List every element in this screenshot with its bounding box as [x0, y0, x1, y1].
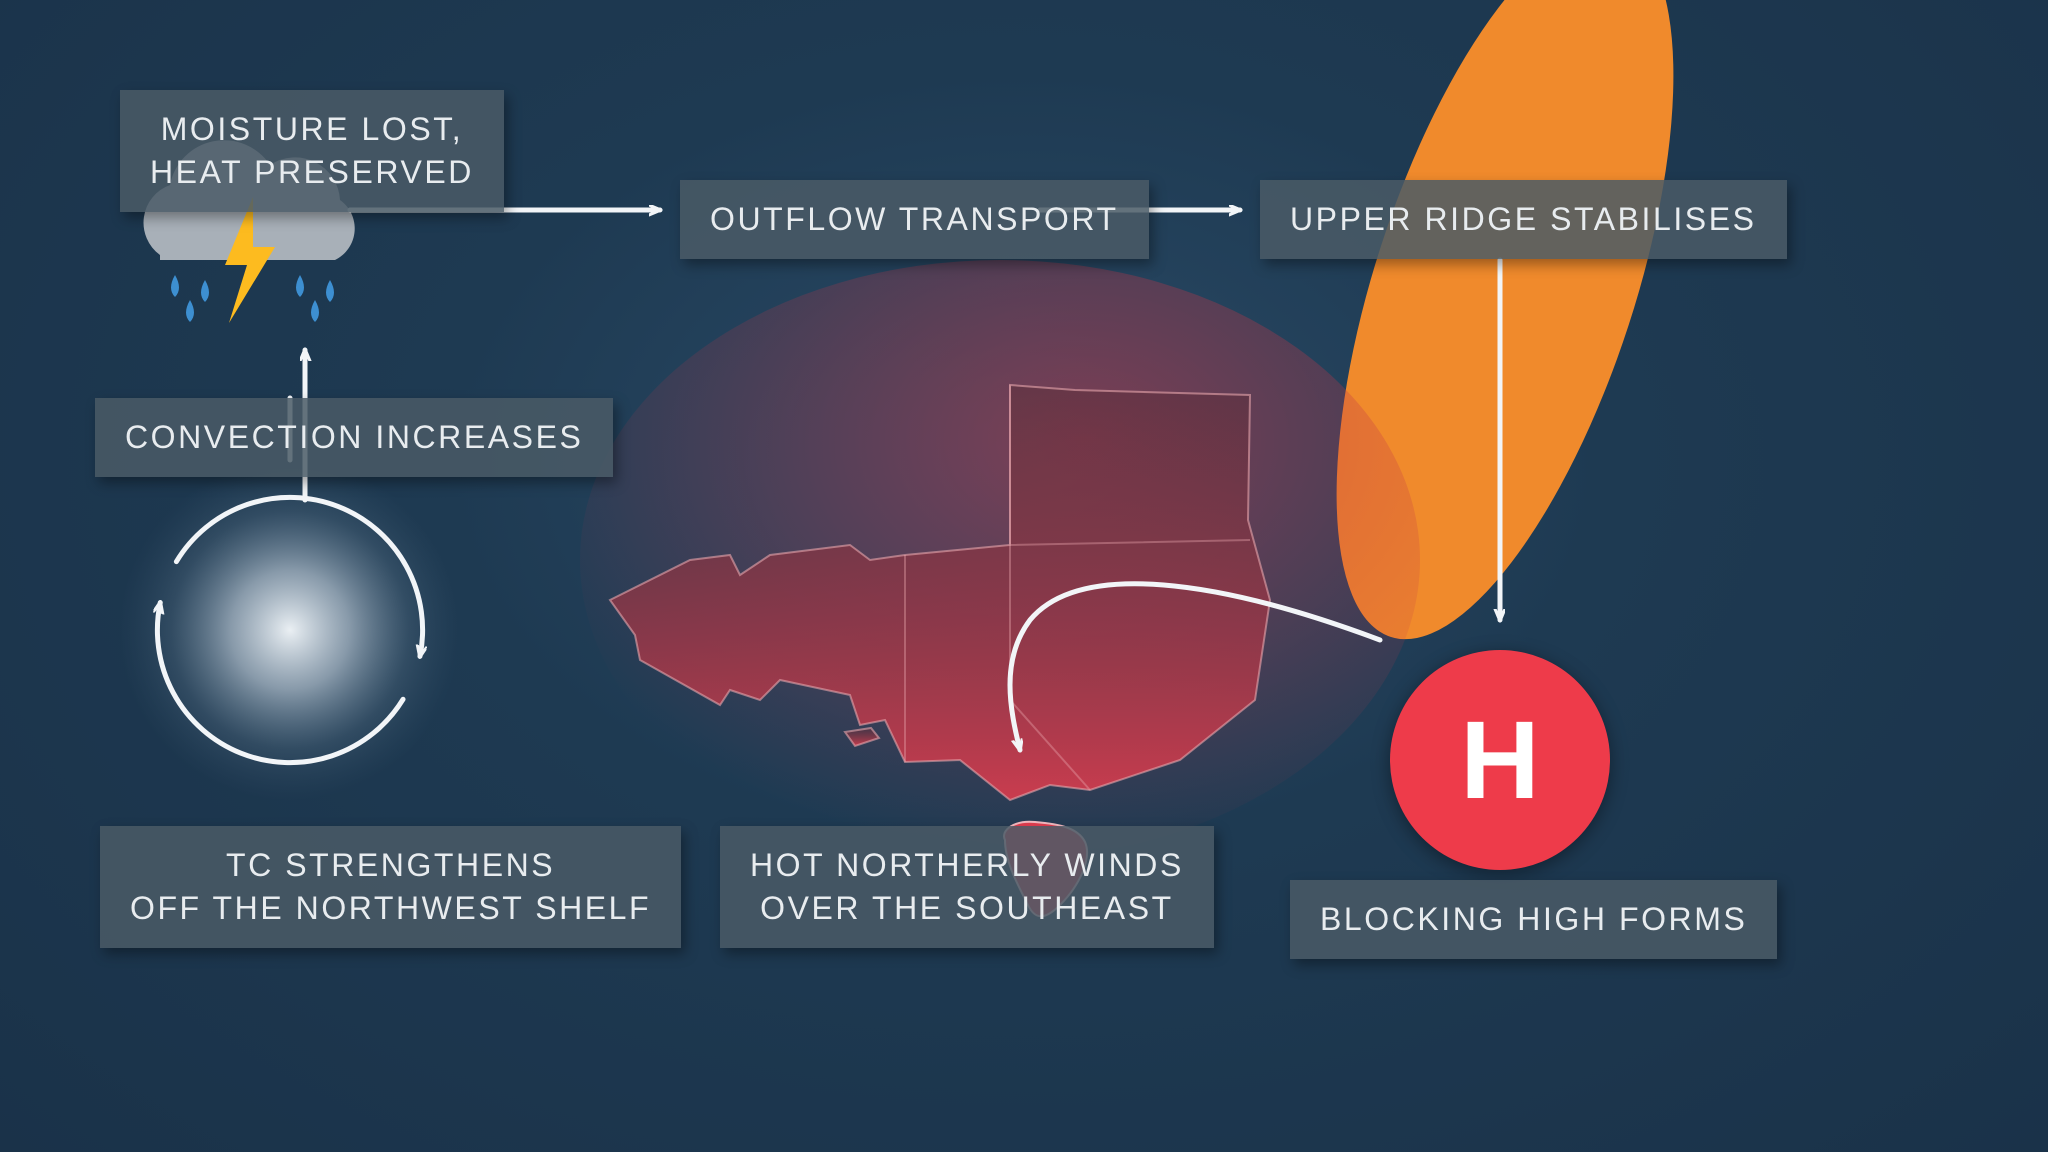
- label-text: HOT NORTHERLY WINDS OVER THE SOUTHEAST: [750, 847, 1184, 926]
- label-ridge: UPPER RIDGE STABILISES: [1260, 180, 1787, 259]
- diagram-stage: H MOISTURE LOST, HEAT PRESERVED CONVECTI…: [0, 0, 2048, 1152]
- label-convection: CONVECTION INCREASES: [95, 398, 613, 477]
- label-text: MOISTURE LOST, HEAT PRESERVED: [150, 111, 474, 190]
- label-blocking: BLOCKING HIGH FORMS: [1290, 880, 1777, 959]
- label-text: UPPER RIDGE STABILISES: [1290, 201, 1757, 237]
- arrows: [290, 210, 1500, 750]
- label-winds: HOT NORTHERLY WINDS OVER THE SOUTHEAST: [720, 826, 1214, 948]
- ridge-ellipse: [1267, 0, 1743, 677]
- label-outflow: OUTFLOW TRANSPORT: [680, 180, 1149, 259]
- australia-map: [580, 260, 1420, 916]
- label-tc: TC STRENGTHENS OFF THE NORTHWEST SHELF: [100, 826, 681, 948]
- label-text: TC STRENGTHENS OFF THE NORTHWEST SHELF: [130, 847, 651, 926]
- label-moisture: MOISTURE LOST, HEAT PRESERVED: [120, 90, 504, 212]
- high-letter: H: [1460, 697, 1539, 824]
- label-text: OUTFLOW TRANSPORT: [710, 201, 1119, 237]
- cyclone-icon: [120, 460, 460, 800]
- label-text: CONVECTION INCREASES: [125, 419, 583, 455]
- high-pressure-symbol: H: [1390, 650, 1610, 870]
- label-text: BLOCKING HIGH FORMS: [1320, 901, 1747, 937]
